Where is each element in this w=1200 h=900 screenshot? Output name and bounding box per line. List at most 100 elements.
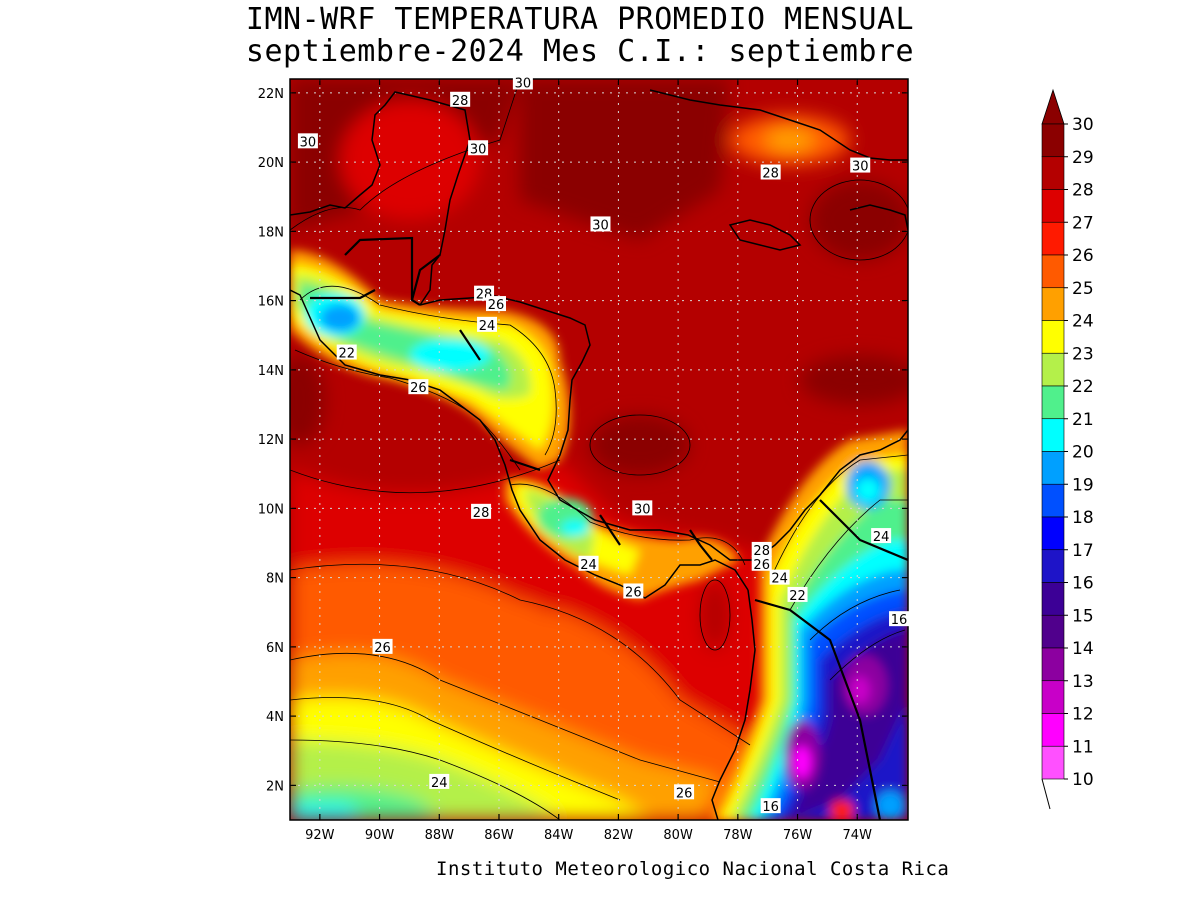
contour-label: 28 bbox=[471, 503, 492, 521]
contour-label: 26 bbox=[674, 784, 695, 801]
colorbar-label: 12 bbox=[1072, 705, 1094, 725]
map-title-line1: IMN-WRF TEMPERATURA PROMEDIO MENSUAL bbox=[245, 2, 915, 37]
svg-text:22: 22 bbox=[789, 589, 806, 604]
lat-tick-label: 18N bbox=[258, 225, 284, 240]
svg-text:26: 26 bbox=[625, 585, 642, 600]
contour-lines bbox=[290, 79, 908, 820]
longitude-axis: 92W 90W 88W 86W 84W 82W 80W 78W 76W 74W bbox=[305, 79, 872, 843]
contour-label: 30 bbox=[850, 157, 871, 175]
lon-tick-label: 90W bbox=[365, 828, 395, 843]
contour-label: 26 bbox=[751, 555, 772, 573]
colorbar-swatch bbox=[1041, 451, 1065, 485]
lat-tick-label: 6N bbox=[266, 641, 284, 656]
svg-text:30: 30 bbox=[300, 135, 317, 150]
svg-text:26: 26 bbox=[753, 558, 770, 573]
svg-text:26: 26 bbox=[374, 641, 391, 656]
contour-label: 30 bbox=[632, 500, 653, 517]
contour-label: 24 bbox=[578, 555, 599, 573]
colorbar-swatch bbox=[1041, 713, 1065, 747]
colorbar-swatch bbox=[1041, 745, 1065, 780]
svg-text:28: 28 bbox=[473, 506, 490, 521]
colorbar-label: 22 bbox=[1072, 377, 1094, 397]
colorbar-label: 19 bbox=[1072, 475, 1094, 495]
svg-text:30: 30 bbox=[852, 160, 869, 175]
svg-text:24: 24 bbox=[873, 530, 890, 545]
colorbar-swatch bbox=[1041, 320, 1065, 354]
svg-text:28: 28 bbox=[452, 94, 469, 109]
colorbar-swatch bbox=[1041, 516, 1065, 551]
contour-label: 24 bbox=[477, 316, 498, 334]
contour-label: 26 bbox=[408, 379, 429, 396]
map-title-line2: septiembre-2024 Mes C.I.: septiembre bbox=[245, 34, 915, 69]
lon-tick-label: 84W bbox=[544, 828, 574, 843]
svg-text:24: 24 bbox=[479, 319, 496, 334]
lat-tick-label: 16N bbox=[258, 295, 284, 310]
colorbar-label: 30 bbox=[1072, 115, 1094, 135]
lat-lon-grid bbox=[290, 79, 908, 820]
colorbar-swatch bbox=[1041, 254, 1065, 289]
lat-tick-label: 4N bbox=[266, 710, 284, 725]
svg-text:30: 30 bbox=[592, 218, 609, 233]
svg-text:26: 26 bbox=[676, 786, 693, 801]
contour-label: 30 bbox=[512, 74, 533, 91]
colorbar-label: 26 bbox=[1072, 246, 1094, 266]
colorbar-swatch bbox=[1041, 483, 1065, 518]
colorbar-label: 27 bbox=[1072, 213, 1094, 233]
lat-tick-label: 2N bbox=[266, 779, 284, 794]
colorbar-label: 13 bbox=[1072, 672, 1094, 692]
svg-text:16: 16 bbox=[762, 800, 779, 815]
contour-label: 24 bbox=[871, 528, 892, 545]
coastlines bbox=[290, 89, 908, 820]
contour-label: 28 bbox=[760, 164, 781, 181]
contour-label: 30 bbox=[297, 133, 318, 150]
colorbar-label: 23 bbox=[1072, 344, 1094, 364]
map-frame-border bbox=[289, 78, 909, 821]
svg-text:24: 24 bbox=[580, 558, 597, 573]
contour-label: 26 bbox=[372, 638, 393, 656]
colorbar-label: 29 bbox=[1072, 148, 1094, 168]
contour-label: 28 bbox=[751, 541, 772, 559]
contour-label: 30 bbox=[468, 140, 489, 157]
contour-label: 22 bbox=[336, 344, 357, 362]
lat-tick-label: 20N bbox=[258, 156, 284, 171]
colorbar-swatch bbox=[1041, 156, 1065, 190]
colorbar-swatch bbox=[1041, 123, 1065, 158]
svg-text:30: 30 bbox=[515, 76, 532, 91]
colorbar-swatch bbox=[1041, 287, 1065, 321]
svg-text:28: 28 bbox=[753, 544, 770, 559]
lon-tick-label: 92W bbox=[305, 828, 335, 843]
contour-label: 30 bbox=[590, 216, 611, 233]
colorbar-label: 17 bbox=[1072, 541, 1094, 561]
colorbar-label: 21 bbox=[1072, 410, 1094, 430]
lat-tick-label: 14N bbox=[258, 364, 284, 379]
colorbar-swatch bbox=[1041, 221, 1065, 256]
contour-label: 24 bbox=[769, 569, 790, 587]
svg-text:30: 30 bbox=[470, 142, 487, 157]
lat-tick-label: 10N bbox=[258, 502, 284, 517]
lat-tick-label: 22N bbox=[258, 87, 284, 102]
colorbar-swatch bbox=[1041, 189, 1065, 223]
colorbar-label: 24 bbox=[1072, 312, 1094, 332]
temperature-field bbox=[290, 79, 908, 820]
svg-text:26: 26 bbox=[410, 381, 427, 396]
lat-tick-label: 8N bbox=[266, 572, 284, 587]
colorbar-swatch bbox=[1041, 647, 1065, 682]
colorbar-swatch bbox=[1041, 385, 1065, 420]
country-borders bbox=[310, 236, 908, 820]
lon-tick-label: 88W bbox=[425, 828, 455, 843]
colorbar-swatch bbox=[1041, 549, 1065, 583]
contour-label: 16 bbox=[889, 611, 910, 628]
colorbar-label: 10 bbox=[1072, 770, 1094, 790]
latitude-axis: 2N 4N 6N 8N 10N 12N 14N 16N 18N 20N 22N bbox=[258, 87, 908, 794]
contour-label: 26 bbox=[623, 583, 644, 600]
lon-tick-label: 82W bbox=[604, 828, 634, 843]
svg-text:28: 28 bbox=[762, 166, 779, 181]
contour-label: 26 bbox=[486, 296, 506, 313]
lon-tick-label: 78W bbox=[723, 828, 753, 843]
colorbar-label: 11 bbox=[1072, 737, 1094, 757]
footer-credit: Instituto Meteorologico Nacional Costa R… bbox=[436, 858, 950, 880]
colorbar-bottom-arrow bbox=[1041, 778, 1051, 810]
colorbar-label: 20 bbox=[1072, 443, 1094, 463]
colorbar-swatch bbox=[1041, 582, 1065, 616]
svg-text:24: 24 bbox=[771, 572, 788, 587]
